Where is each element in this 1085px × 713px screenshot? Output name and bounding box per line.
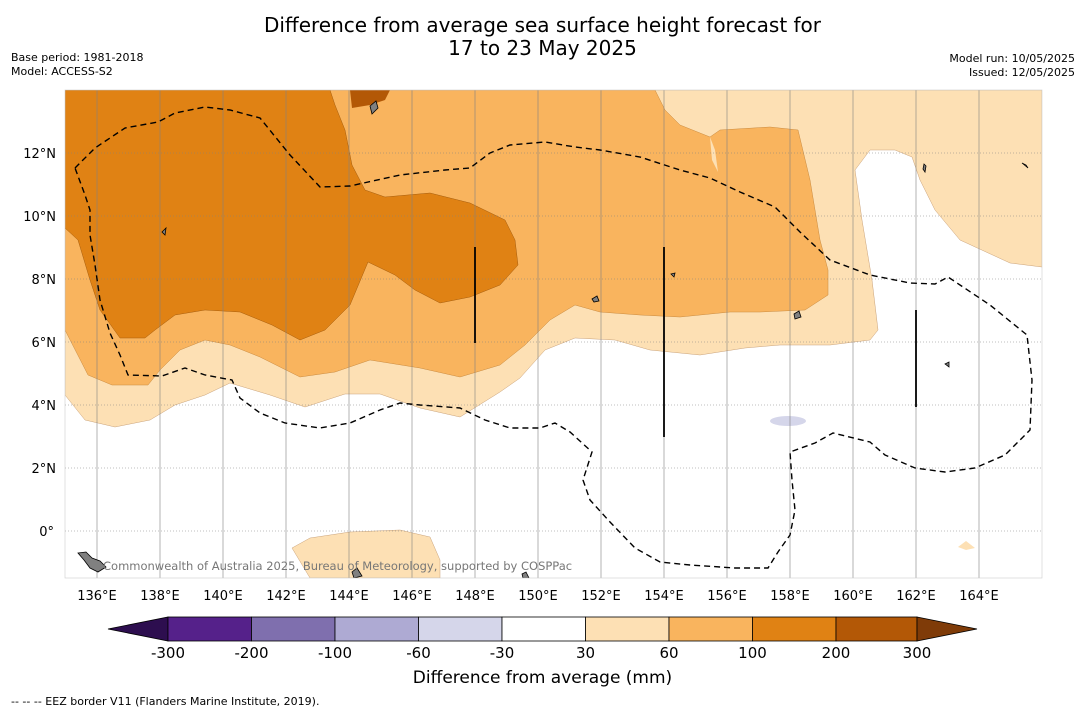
lon-tick: 144°E bbox=[329, 589, 369, 604]
colorbar-tick: -30 bbox=[490, 644, 515, 662]
lon-tick: 164°E bbox=[959, 589, 999, 604]
map-frame bbox=[64, 89, 1043, 579]
colorbar-tick: 60 bbox=[659, 644, 678, 662]
gridlines bbox=[96, 90, 980, 578]
map-area: Commonwealth of Australia 2025, Bureau o… bbox=[65, 90, 1042, 578]
contour-30-60-inlet bbox=[710, 137, 718, 172]
lon-tick: 152°E bbox=[581, 589, 621, 604]
lat-tick: 10°N bbox=[23, 210, 56, 225]
islands bbox=[77, 100, 1029, 578]
colorbar-segment bbox=[668, 616, 753, 642]
contour-neg-patch bbox=[770, 416, 806, 426]
lon-tick: 158°E bbox=[770, 589, 810, 604]
colorbar-tick: -60 bbox=[406, 644, 431, 662]
lon-tick: 136°E bbox=[77, 589, 117, 604]
colorbar-low-extend bbox=[107, 616, 169, 642]
copyright-text: Commonwealth of Australia 2025, Bureau o… bbox=[103, 559, 572, 573]
colorbar-segment bbox=[752, 616, 837, 642]
colorbar-tick: 300 bbox=[903, 644, 932, 662]
lon-tick: 138°E bbox=[140, 589, 180, 604]
lon-tick: 160°E bbox=[833, 589, 873, 604]
lon-tick-labels: 136°E 138°E 140°E 142°E 144°E 146°E 148°… bbox=[77, 589, 999, 604]
issued-date: Issued: 12/05/2025 bbox=[968, 66, 1075, 79]
lon-tick: 156°E bbox=[707, 589, 747, 604]
colorbar-tick: -300 bbox=[151, 644, 185, 662]
colorbar-label: Difference from average (mm) bbox=[412, 668, 673, 688]
contour-100-200 bbox=[65, 90, 519, 341]
colorbar-segment bbox=[585, 616, 670, 642]
marker-lines bbox=[474, 247, 917, 437]
colorbar-tick: -100 bbox=[318, 644, 352, 662]
colorbar-tick: 30 bbox=[576, 644, 595, 662]
contour-south-patch bbox=[291, 529, 441, 578]
lon-tick: 146°E bbox=[392, 589, 432, 604]
footer-eez-note: -- -- -- EEZ border V11 (Flanders Marine… bbox=[11, 695, 320, 708]
lat-gridlines bbox=[65, 152, 1042, 532]
chart-title: Difference from average sea surface heig… bbox=[0, 14, 1085, 60]
colorbar-tick: 200 bbox=[822, 644, 851, 662]
lon-tick: 162°E bbox=[896, 589, 936, 604]
contour-200-300-speck bbox=[350, 90, 390, 108]
meta-right: Model run: 10/05/2025 Issued: 12/05/2025 bbox=[949, 52, 1075, 80]
lat-tick: 2°N bbox=[32, 462, 57, 477]
colorbar-segment bbox=[501, 616, 586, 642]
lat-tick: 4°N bbox=[32, 399, 57, 414]
lat-tick: 0° bbox=[39, 525, 54, 540]
contour-east-patch bbox=[958, 541, 975, 550]
lon-tick: 150°E bbox=[518, 589, 558, 604]
lon-tick: 142°E bbox=[266, 589, 306, 604]
colorbar-segment bbox=[835, 616, 918, 642]
base-period: Base period: 1981-2018 bbox=[11, 51, 144, 64]
colorbar-tick: -200 bbox=[234, 644, 268, 662]
lon-tick: 148°E bbox=[455, 589, 495, 604]
colorbar-tick: 100 bbox=[738, 644, 767, 662]
model-name: Model: ACCESS-S2 bbox=[11, 65, 113, 78]
colorbar-segment bbox=[418, 616, 503, 642]
colorbar-segment bbox=[334, 616, 419, 642]
eez-border bbox=[74, 106, 1033, 569]
lat-tick: 12°N bbox=[23, 147, 56, 162]
lon-tick: 154°E bbox=[644, 589, 684, 604]
colorbar-segment bbox=[167, 616, 252, 642]
lon-tick: 140°E bbox=[203, 589, 243, 604]
title-line-1: Difference from average sea surface heig… bbox=[263, 13, 822, 37]
model-run: Model run: 10/05/2025 bbox=[949, 52, 1075, 65]
lat-tick: 8°N bbox=[32, 273, 57, 288]
colorbar-tick-labels: -300 -200 -100 -60 -30 30 60 100 200 300 bbox=[151, 644, 931, 662]
colorbar-high-extend bbox=[916, 616, 978, 642]
lat-tick: 6°N bbox=[32, 336, 57, 351]
colorbar bbox=[107, 616, 978, 642]
colorbar-segment bbox=[251, 616, 336, 642]
title-line-2: 17 to 23 May 2025 bbox=[448, 36, 637, 60]
meta-left: Base period: 1981-2018 Model: ACCESS-S2 bbox=[11, 51, 143, 79]
lat-tick-labels: 12°N 10°N 8°N 6°N 4°N 2°N 0° bbox=[23, 147, 56, 540]
